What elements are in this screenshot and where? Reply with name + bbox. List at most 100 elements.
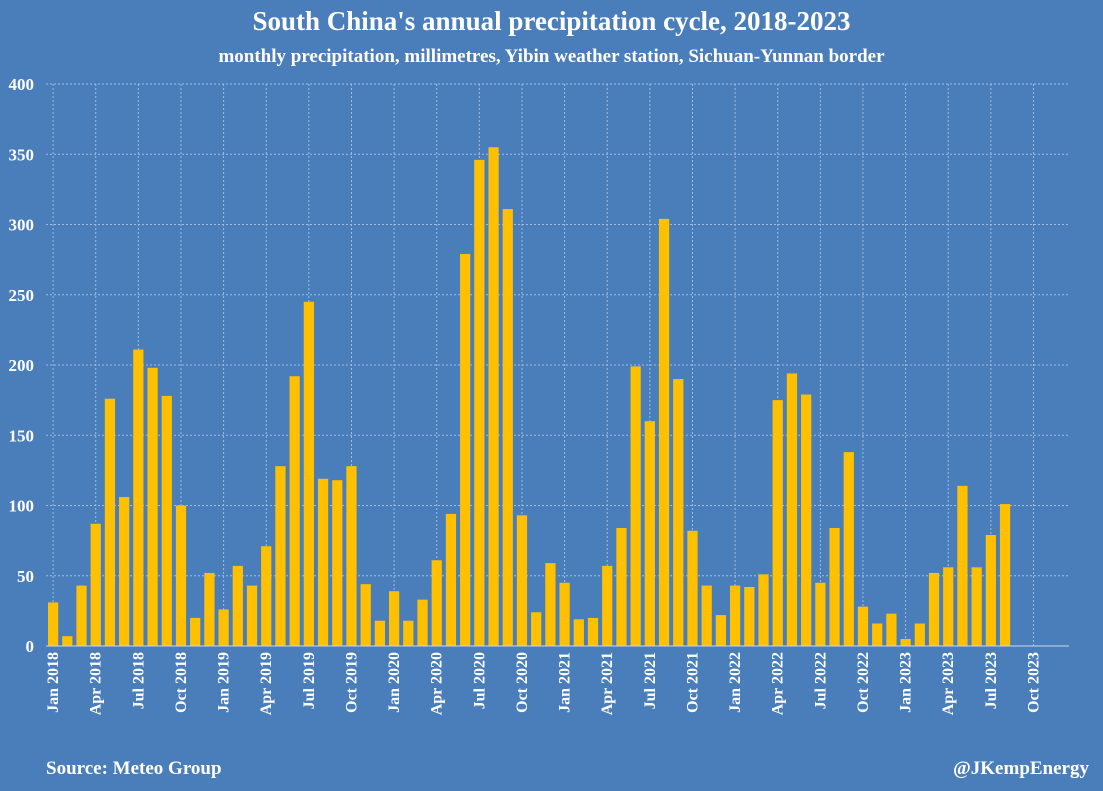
chart-title: South China's annual precipitation cycle… xyxy=(252,6,851,36)
bar-aug-2021 xyxy=(658,218,670,646)
bar-apr-2023 xyxy=(943,567,954,646)
bar-dec-2020 xyxy=(545,563,556,646)
bar-apr-2022 xyxy=(772,400,783,646)
x-tick-label: Apr 2022 xyxy=(770,652,787,715)
bar-jan-2021 xyxy=(559,582,570,646)
bar-jan-2018 xyxy=(47,602,59,646)
x-tick-label: Apr 2018 xyxy=(88,652,105,715)
bar-apr-2019 xyxy=(261,546,272,646)
chart-subtitle: monthly precipitation, millimetres, Yibi… xyxy=(218,46,885,67)
x-tick-label: Oct 2022 xyxy=(855,652,872,713)
y-tick-label: 0 xyxy=(26,637,35,656)
bar-oct-2020 xyxy=(516,515,528,646)
y-tick-label: 400 xyxy=(9,75,35,94)
bar-jun-2021 xyxy=(630,366,641,646)
bar-jan-2020 xyxy=(388,591,400,646)
bar-nov-2021 xyxy=(701,585,712,646)
bar-apr-2018 xyxy=(90,523,101,646)
bar-mar-2023 xyxy=(928,572,940,646)
bar-jun-2023 xyxy=(971,567,982,646)
bar-aug-2022 xyxy=(829,527,840,646)
x-tick-label: Jul 2022 xyxy=(812,652,829,709)
bar-mar-2019 xyxy=(246,585,258,646)
x-tick-label: Apr 2023 xyxy=(940,652,957,715)
bar-sep-2020 xyxy=(502,209,513,647)
x-axis: Jan 2018 Apr 2018 Jul 2018 Oct 2018 Jan 2019… xyxy=(45,645,1069,715)
x-tick-label: Apr 2019 xyxy=(258,652,275,715)
bar-jun-2019 xyxy=(289,376,300,646)
bar-mar-2018 xyxy=(76,585,87,646)
bar-feb-2023 xyxy=(914,623,925,646)
bar-mar-2022 xyxy=(758,574,769,646)
bar-feb-2019 xyxy=(232,565,243,646)
bar-dec-2018 xyxy=(204,572,215,646)
bar-jun-2022 xyxy=(801,394,812,646)
bar-jul-2023 xyxy=(985,535,996,646)
x-tick-label: Jan 2020 xyxy=(386,652,403,713)
gridlines xyxy=(46,83,1069,646)
bar-mar-2020 xyxy=(417,599,428,646)
y-tick-label: 100 xyxy=(9,497,35,516)
x-tick-label: Jan 2023 xyxy=(898,652,915,713)
x-tick-label: Jul 2018 xyxy=(130,652,147,709)
bar-oct-2019 xyxy=(346,466,357,646)
x-tick-label: Oct 2023 xyxy=(1025,652,1042,713)
x-tick-label: Jan 2021 xyxy=(557,652,574,713)
y-tick-label: 50 xyxy=(17,567,34,586)
x-tick-label: Oct 2019 xyxy=(343,652,360,713)
bar-aug-2023 xyxy=(999,504,1011,646)
bar-jul-2022 xyxy=(815,582,826,646)
source-note: Source: Meteo Group xyxy=(46,758,222,779)
y-axis: 0 50 100 150 200 250 300 350 400 xyxy=(9,75,35,656)
bar-oct-2018 xyxy=(175,505,187,646)
bar-may-2021 xyxy=(616,527,627,646)
bar-aug-2019 xyxy=(317,478,329,646)
bar-may-2018 xyxy=(104,398,116,646)
x-tick-label: Apr 2021 xyxy=(599,652,616,715)
y-tick-label: 300 xyxy=(9,216,35,235)
bars xyxy=(47,147,1011,647)
bar-sep-2019 xyxy=(332,480,343,646)
bar-may-2020 xyxy=(445,513,457,646)
x-tick-label: Apr 2020 xyxy=(429,652,446,715)
bar-sep-2022 xyxy=(843,452,854,646)
bar-apr-2020 xyxy=(431,560,442,646)
bar-jul-2019 xyxy=(303,301,314,646)
y-tick-label: 250 xyxy=(9,286,35,305)
bar-feb-2021 xyxy=(573,619,584,646)
x-tick-label: Oct 2021 xyxy=(684,652,701,713)
bar-nov-2022 xyxy=(872,623,883,646)
bar-may-2019 xyxy=(275,466,286,646)
x-tick-label: Jul 2023 xyxy=(983,652,1000,709)
bar-jan-2023 xyxy=(900,638,911,646)
bar-nov-2020 xyxy=(531,612,542,646)
y-tick-label: 350 xyxy=(9,145,35,164)
bar-feb-2020 xyxy=(403,620,414,646)
bar-oct-2022 xyxy=(857,606,869,646)
bar-jan-2019 xyxy=(218,609,229,646)
y-tick-label: 200 xyxy=(9,356,35,375)
bar-jun-2018 xyxy=(119,497,130,646)
x-tick-label: Jan 2022 xyxy=(727,652,744,713)
bar-sep-2021 xyxy=(673,379,684,646)
bar-feb-2018 xyxy=(62,636,73,646)
bar-jun-2020 xyxy=(460,254,471,646)
bar-nov-2019 xyxy=(360,584,371,646)
bar-aug-2018 xyxy=(147,367,158,646)
bar-apr-2021 xyxy=(602,565,613,646)
bar-nov-2018 xyxy=(190,617,201,646)
y-tick-label: 150 xyxy=(9,426,35,445)
x-tick-label: Oct 2020 xyxy=(514,652,531,713)
x-tick-label: Jul 2021 xyxy=(642,652,659,709)
bar-feb-2022 xyxy=(744,586,755,646)
x-tick-label: Oct 2018 xyxy=(173,652,190,713)
bar-dec-2021 xyxy=(715,615,727,646)
x-tick-label: Jul 2019 xyxy=(301,652,318,709)
bar-may-2023 xyxy=(957,485,968,646)
bar-dec-2022 xyxy=(886,613,897,646)
bar-oct-2021 xyxy=(687,530,698,646)
x-tick-label: Jan 2018 xyxy=(45,652,62,713)
bar-mar-2021 xyxy=(587,617,599,646)
